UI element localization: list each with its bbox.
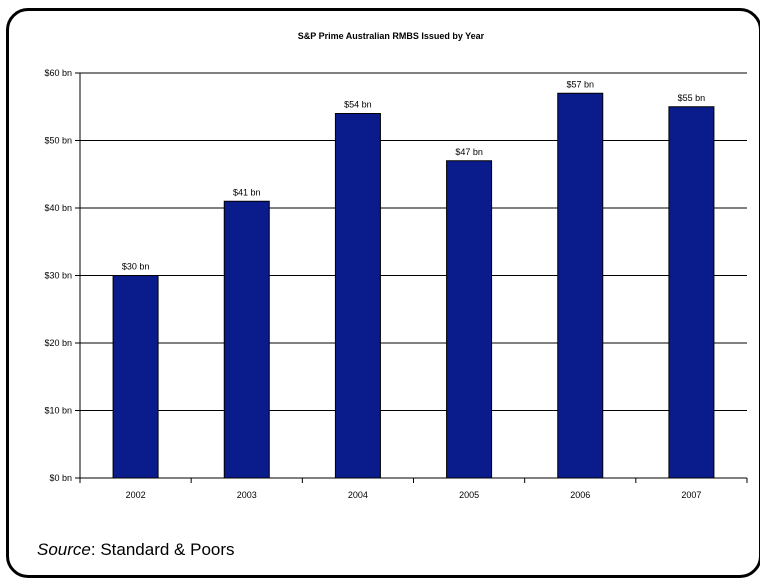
source-text: : Standard & Poors (90, 540, 235, 559)
source-note: Source: Standard & Poors (37, 540, 235, 560)
y-tick-label: $50 bn (44, 136, 72, 146)
data-label: $30 bn (122, 262, 150, 272)
bars (112, 92, 715, 479)
labels: $0 bn $10 bn $20 bn $30 bn $40 bn $50 bn $60 b… (44, 68, 705, 500)
x-tick-label: 2007 (681, 490, 701, 500)
data-label: $54 bn (344, 100, 372, 110)
y-tick-label: $20 bn (44, 338, 72, 348)
y-tick-label: $0 bn (49, 473, 72, 483)
data-label: $55 bn (678, 93, 706, 103)
data-label: $57 bn (566, 79, 594, 89)
x-tick-label: 2002 (126, 490, 146, 500)
bar (223, 200, 270, 479)
data-label: $47 bn (455, 147, 483, 157)
bar (668, 106, 715, 479)
y-tick-label: $10 bn (44, 406, 72, 416)
x-tick-label: 2003 (237, 490, 257, 500)
x-tick-label: 2005 (459, 490, 479, 500)
x-tick-label: 2006 (570, 490, 590, 500)
source-label: Source (37, 540, 91, 559)
bar (446, 160, 493, 479)
y-tick-label: $30 bn (44, 271, 72, 281)
y-tick-label: $60 bn (44, 68, 72, 78)
gridlines (80, 72, 747, 411)
x-tick-label: 2004 (348, 490, 368, 500)
chart-title: S&P Prime Australian RMBS Issued by Year (297, 31, 485, 41)
y-tick-label: $40 bn (44, 203, 72, 213)
data-label: $41 bn (233, 187, 261, 197)
bar (112, 275, 159, 479)
bar (557, 92, 604, 479)
axes (75, 72, 748, 483)
bar (334, 113, 381, 479)
